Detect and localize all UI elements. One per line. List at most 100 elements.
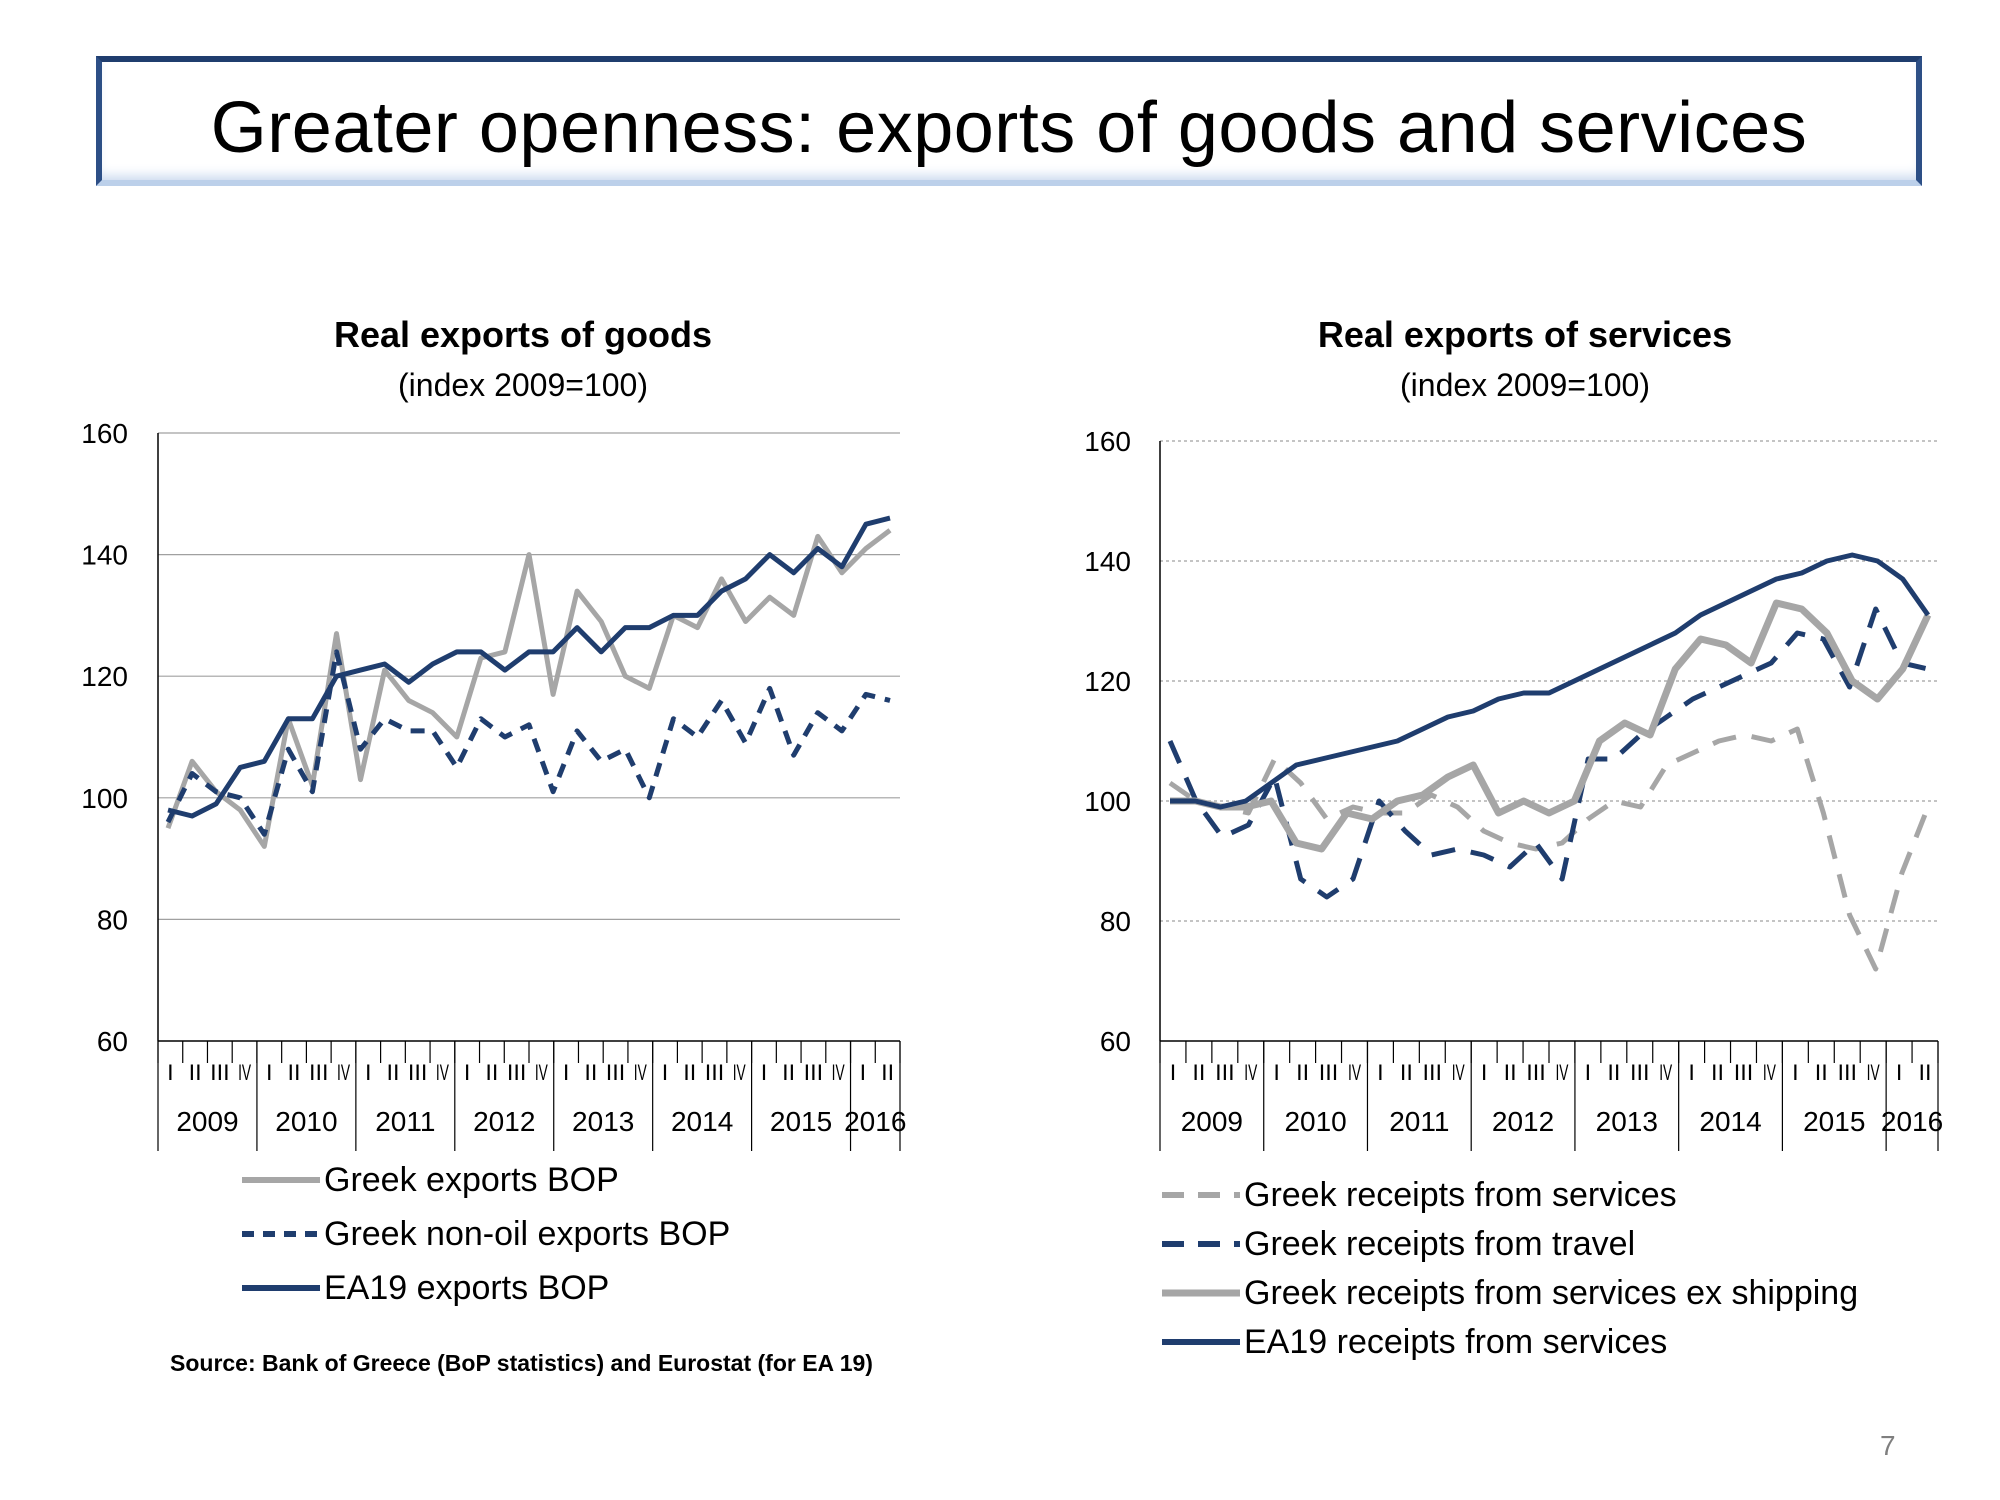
chart-title: Real exports of services [1318, 314, 1732, 355]
quarter-label: I [860, 1060, 867, 1085]
quarter-label: I [365, 1060, 372, 1085]
page-number: 7 [1880, 1430, 1896, 1461]
quarter-label: I [1585, 1060, 1592, 1085]
quarter-label: IV [832, 1060, 845, 1085]
quarter-label: I [1896, 1060, 1903, 1085]
quarter-label: II [1192, 1060, 1205, 1085]
year-label: 2013 [572, 1106, 634, 1137]
title-banner: Greater openness: exports of goods and s… [96, 56, 1922, 186]
quarter-label: IV [238, 1060, 251, 1085]
y-tick-label: 80 [1100, 906, 1131, 937]
year-label: 2013 [1596, 1106, 1658, 1137]
source-note: Source: Bank of Greece (BoP statistics) … [170, 1350, 873, 1376]
slide-title: Greater openness: exports of goods and s… [210, 88, 1808, 168]
year-label: 2016 [1881, 1106, 1943, 1137]
year-label: 2009 [1181, 1106, 1243, 1137]
year-label: 2015 [770, 1106, 832, 1137]
year-label: 2009 [176, 1106, 238, 1137]
y-tick-label: 120 [81, 661, 128, 692]
chart-goods: Real exports of goods (index 2009=100) 60 8… [81, 314, 906, 1151]
y-tick-label: 140 [81, 540, 128, 571]
quarter-label: IV [1555, 1060, 1568, 1085]
year-label: 2014 [671, 1106, 733, 1137]
y-tick-label: 100 [81, 783, 128, 814]
series-line-greek-receipts-from-services [1168, 726, 1931, 972]
quarter-label: II [584, 1060, 597, 1085]
series-line-greek-receipts-from-services-ex-shipping [1170, 599, 1932, 853]
quarter-label: III [606, 1060, 626, 1085]
quarter-label: III [408, 1060, 428, 1085]
quarter-label: II [1400, 1060, 1413, 1085]
quarter-label: IV [634, 1060, 647, 1085]
quarter-label: I [167, 1060, 174, 1085]
year-label: 2012 [1492, 1106, 1554, 1137]
series-line-greek-receipts-from-travel [1167, 606, 1929, 900]
y-tick-label: 60 [97, 1026, 128, 1057]
series-line-greek-non-oil-exports-bop [165, 649, 891, 837]
quarter-label: III [309, 1060, 329, 1085]
chart-subtitle: (index 2009=100) [398, 367, 648, 403]
quarter-label: III [1837, 1060, 1857, 1085]
year-label: 2011 [375, 1106, 435, 1137]
quarter-label: II [782, 1060, 795, 1085]
quarter-label: III [1423, 1060, 1443, 1085]
quarter-label: III [210, 1060, 230, 1085]
year-label: 2010 [1284, 1106, 1346, 1137]
quarter-label: IV [337, 1060, 350, 1085]
quarter-label: III [705, 1060, 725, 1085]
quarter-label: II [1711, 1060, 1724, 1085]
legend-services: Greek receipts from services Greek recei… [1162, 1176, 1859, 1361]
year-label: 2014 [1699, 1106, 1761, 1137]
quarter-label: I [1481, 1060, 1488, 1085]
quarter-label: IV [1659, 1060, 1672, 1085]
quarter-label: II [683, 1060, 696, 1085]
quarter-label: III [1734, 1060, 1754, 1085]
quarter-label: III [1630, 1060, 1650, 1085]
quarter-label: II [485, 1060, 498, 1085]
quarter-label: I [1688, 1060, 1695, 1085]
quarter-label: II [881, 1060, 894, 1085]
quarter-label: III [1319, 1060, 1339, 1085]
quarter-label: II [1815, 1060, 1828, 1085]
quarter-label: III [1215, 1060, 1235, 1085]
year-label: 2016 [844, 1106, 906, 1137]
year-label: 2015 [1803, 1106, 1865, 1137]
quarter-label: IV [1763, 1060, 1776, 1085]
quarter-label: IV [1867, 1060, 1880, 1085]
quarter-label: I [761, 1060, 768, 1085]
quarter-label: I [662, 1060, 669, 1085]
quarter-label: II [189, 1060, 202, 1085]
quarter-label: I [1792, 1060, 1799, 1085]
quarter-label: IV [535, 1060, 548, 1085]
quarter-label: IV [1348, 1060, 1361, 1085]
quarter-label: IV [733, 1060, 746, 1085]
y-tick-label: 160 [81, 418, 128, 449]
quarter-label: II [386, 1060, 399, 1085]
y-tick-label: 80 [97, 904, 128, 935]
y-tick-label: 60 [1100, 1026, 1131, 1057]
y-tick-label: 140 [1084, 546, 1131, 577]
chart-subtitle: (index 2009=100) [1400, 367, 1650, 403]
series-line-ea19-exports-bop [167, 515, 891, 819]
chart-title: Real exports of goods [334, 314, 712, 355]
quarter-label: III [804, 1060, 824, 1085]
y-tick-label: 120 [1084, 666, 1131, 697]
year-label: 2011 [1389, 1106, 1449, 1137]
quarter-label: IV [1452, 1060, 1465, 1085]
y-tick-label: 100 [1084, 786, 1131, 817]
quarter-label: I [1170, 1060, 1177, 1085]
quarter-label: IV [1244, 1060, 1257, 1085]
quarter-label: I [1273, 1060, 1280, 1085]
quarter-label: II [1607, 1060, 1620, 1085]
quarter-label: III [507, 1060, 527, 1085]
quarter-label: I [1377, 1060, 1384, 1085]
quarter-label: I [563, 1060, 570, 1085]
quarter-label: II [1919, 1060, 1932, 1085]
year-label: 2010 [275, 1106, 337, 1137]
quarter-label: I [266, 1060, 273, 1085]
series-line-ea19-receipts-from-services [1170, 552, 1931, 810]
chart-services: Real exports of services (index 2009=100)… [1084, 314, 1943, 1151]
year-label: 2012 [473, 1106, 535, 1137]
quarter-label: I [464, 1060, 471, 1085]
y-tick-label: 160 [1084, 426, 1131, 457]
